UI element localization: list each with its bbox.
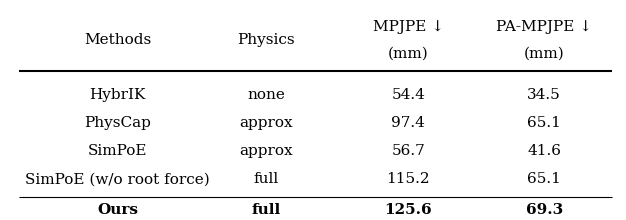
Text: PA-MPJPE ↓: PA-MPJPE ↓: [496, 20, 592, 34]
Text: 54.4: 54.4: [391, 88, 425, 102]
Text: 41.6: 41.6: [527, 144, 562, 158]
Text: HybrIK: HybrIK: [90, 88, 146, 102]
Text: 97.4: 97.4: [391, 116, 425, 130]
Text: Ours: Ours: [97, 203, 138, 217]
Text: 69.3: 69.3: [526, 203, 563, 217]
Text: MPJPE ↓: MPJPE ↓: [372, 20, 444, 34]
Text: PhysCap: PhysCap: [85, 116, 151, 130]
Text: SimPoE: SimPoE: [88, 144, 148, 158]
Text: Methods: Methods: [84, 33, 151, 48]
Text: (mm): (mm): [524, 46, 565, 61]
Text: none: none: [247, 88, 285, 102]
Text: 125.6: 125.6: [384, 203, 432, 217]
Text: Physics: Physics: [237, 33, 295, 48]
Text: SimPoE (w/o root force): SimPoE (w/o root force): [25, 172, 210, 186]
Text: approx: approx: [239, 144, 293, 158]
Text: 34.5: 34.5: [527, 88, 561, 102]
Text: full: full: [254, 172, 279, 186]
Text: approx: approx: [239, 116, 293, 130]
Text: (mm): (mm): [388, 46, 429, 61]
Text: full: full: [252, 203, 280, 217]
Text: 56.7: 56.7: [391, 144, 425, 158]
Text: 65.1: 65.1: [527, 116, 561, 130]
Text: 65.1: 65.1: [527, 172, 561, 186]
Text: 115.2: 115.2: [386, 172, 430, 186]
